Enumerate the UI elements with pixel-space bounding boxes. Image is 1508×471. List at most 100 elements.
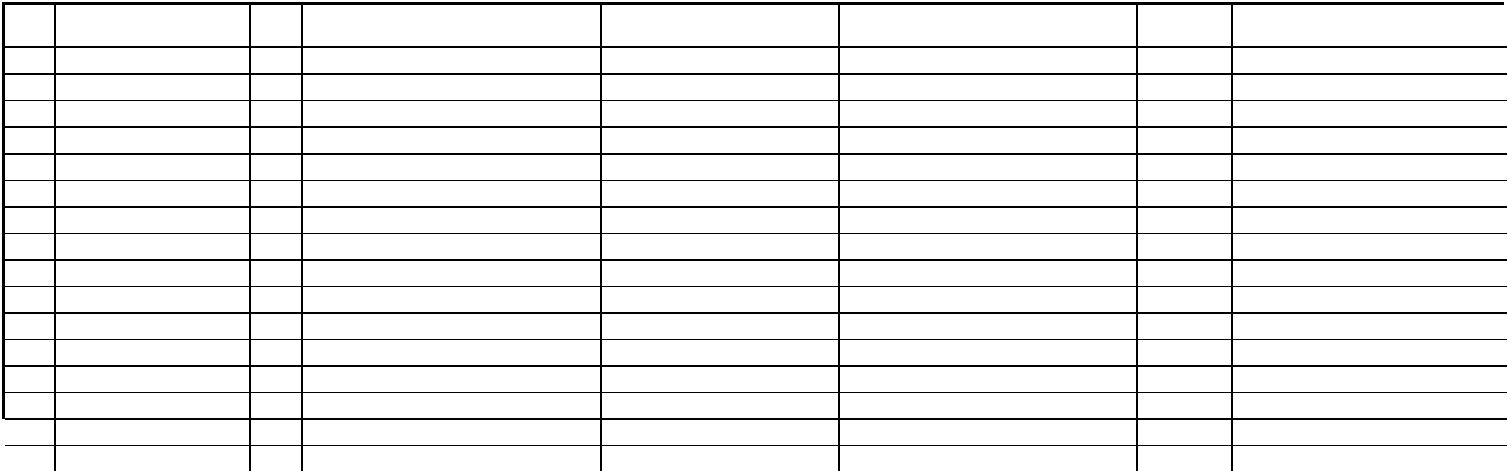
table-cell-r9c-2[interactable] <box>55 260 250 287</box>
table-cell-r4c-3[interactable] <box>250 127 302 154</box>
table-row[interactable] <box>5 393 1507 420</box>
table-cell-r2c-1[interactable] <box>5 74 55 101</box>
table-cell-r10c-5[interactable] <box>601 287 839 314</box>
table-cell-r14c-2[interactable] <box>55 393 250 420</box>
table-cell-r2c-2[interactable] <box>55 74 250 101</box>
table-cell-r9c-5[interactable] <box>601 260 839 287</box>
table-cell-r10c-2[interactable] <box>55 287 250 314</box>
table-cell-r15c-5[interactable] <box>601 419 839 446</box>
table-cell-r10c-1[interactable] <box>5 287 55 314</box>
table-row[interactable] <box>5 313 1507 340</box>
data-table[interactable] <box>5 5 1507 471</box>
table-cell-r7c-7[interactable] <box>1137 207 1232 234</box>
table-cell-r9c-7[interactable] <box>1137 260 1232 287</box>
table-cell-r16c-1[interactable] <box>5 446 55 471</box>
table-header-cell-4[interactable] <box>302 5 601 47</box>
table-cell-r13c-1[interactable] <box>5 366 55 393</box>
table-cell-r14c-1[interactable] <box>5 393 55 420</box>
table-row[interactable] <box>5 419 1507 446</box>
table-cell-r13c-7[interactable] <box>1137 366 1232 393</box>
table-cell-r6c-7[interactable] <box>1137 181 1232 208</box>
table-cell-r15c-3[interactable] <box>250 419 302 446</box>
table-cell-r16c-5[interactable] <box>601 446 839 471</box>
table-cell-r5c-4[interactable] <box>302 154 601 181</box>
table-cell-r7c-3[interactable] <box>250 207 302 234</box>
table-cell-r5c-1[interactable] <box>5 154 55 181</box>
table-cell-r4c-4[interactable] <box>302 127 601 154</box>
table-cell-r1c-5[interactable] <box>601 47 839 74</box>
table-cell-r4c-6[interactable] <box>839 127 1137 154</box>
table-header-cell-6[interactable] <box>839 5 1137 47</box>
table-cell-r10c-4[interactable] <box>302 287 601 314</box>
table-cell-r9c-8[interactable] <box>1232 260 1507 287</box>
table-cell-r13c-4[interactable] <box>302 366 601 393</box>
table-cell-r4c-7[interactable] <box>1137 127 1232 154</box>
table-cell-r11c-7[interactable] <box>1137 313 1232 340</box>
table-cell-r9c-4[interactable] <box>302 260 601 287</box>
table-cell-r7c-1[interactable] <box>5 207 55 234</box>
table-cell-r16c-2[interactable] <box>55 446 250 471</box>
table-cell-r8c-7[interactable] <box>1137 234 1232 261</box>
table-cell-r14c-6[interactable] <box>839 393 1137 420</box>
table-cell-r16c-8[interactable] <box>1232 446 1507 471</box>
table-row[interactable] <box>5 446 1507 471</box>
table-cell-r15c-4[interactable] <box>302 419 601 446</box>
table-row[interactable] <box>5 234 1507 261</box>
table-header-cell-1[interactable] <box>5 5 55 47</box>
table-cell-r7c-8[interactable] <box>1232 207 1507 234</box>
table-row[interactable] <box>5 154 1507 181</box>
table-row[interactable] <box>5 127 1507 154</box>
table-cell-r4c-2[interactable] <box>55 127 250 154</box>
table-row[interactable] <box>5 366 1507 393</box>
table-cell-r12c-1[interactable] <box>5 340 55 367</box>
table-cell-r16c-6[interactable] <box>839 446 1137 471</box>
table-cell-r10c-6[interactable] <box>839 287 1137 314</box>
table-cell-r6c-8[interactable] <box>1232 181 1507 208</box>
table-cell-r11c-1[interactable] <box>5 313 55 340</box>
table-cell-r9c-3[interactable] <box>250 260 302 287</box>
table-cell-r3c-7[interactable] <box>1137 101 1232 128</box>
table-header-cell-5[interactable] <box>601 5 839 47</box>
table-row[interactable] <box>5 74 1507 101</box>
table-cell-r1c-2[interactable] <box>55 47 250 74</box>
table-cell-r13c-5[interactable] <box>601 366 839 393</box>
table-cell-r1c-3[interactable] <box>250 47 302 74</box>
table-cell-r7c-2[interactable] <box>55 207 250 234</box>
table-cell-r13c-3[interactable] <box>250 366 302 393</box>
table-cell-r10c-8[interactable] <box>1232 287 1507 314</box>
table-cell-r15c-8[interactable] <box>1232 419 1507 446</box>
table-cell-r15c-7[interactable] <box>1137 419 1232 446</box>
table-cell-r3c-2[interactable] <box>55 101 250 128</box>
table-cell-r8c-8[interactable] <box>1232 234 1507 261</box>
table-cell-r2c-3[interactable] <box>250 74 302 101</box>
table-cell-r16c-7[interactable] <box>1137 446 1232 471</box>
table-cell-r11c-6[interactable] <box>839 313 1137 340</box>
table-cell-r13c-2[interactable] <box>55 366 250 393</box>
table-cell-r8c-2[interactable] <box>55 234 250 261</box>
table-cell-r1c-6[interactable] <box>839 47 1137 74</box>
table-cell-r3c-6[interactable] <box>839 101 1137 128</box>
table-cell-r7c-6[interactable] <box>839 207 1137 234</box>
table-cell-r5c-8[interactable] <box>1232 154 1507 181</box>
table-cell-r3c-3[interactable] <box>250 101 302 128</box>
table-cell-r13c-6[interactable] <box>839 366 1137 393</box>
table-cell-r14c-3[interactable] <box>250 393 302 420</box>
table-row[interactable] <box>5 207 1507 234</box>
table-cell-r3c-1[interactable] <box>5 101 55 128</box>
table-cell-r6c-5[interactable] <box>601 181 839 208</box>
table-cell-r6c-3[interactable] <box>250 181 302 208</box>
table-cell-r14c-5[interactable] <box>601 393 839 420</box>
table-cell-r4c-1[interactable] <box>5 127 55 154</box>
table-cell-r10c-7[interactable] <box>1137 287 1232 314</box>
table-cell-r12c-4[interactable] <box>302 340 601 367</box>
table-cell-r8c-1[interactable] <box>5 234 55 261</box>
table-row[interactable] <box>5 340 1507 367</box>
table-cell-r8c-5[interactable] <box>601 234 839 261</box>
table-cell-r1c-4[interactable] <box>302 47 601 74</box>
table-cell-r16c-4[interactable] <box>302 446 601 471</box>
table-cell-r9c-1[interactable] <box>5 260 55 287</box>
table-row[interactable] <box>5 181 1507 208</box>
table-cell-r6c-4[interactable] <box>302 181 601 208</box>
table-cell-r12c-7[interactable] <box>1137 340 1232 367</box>
table-cell-r1c-8[interactable] <box>1232 47 1507 74</box>
